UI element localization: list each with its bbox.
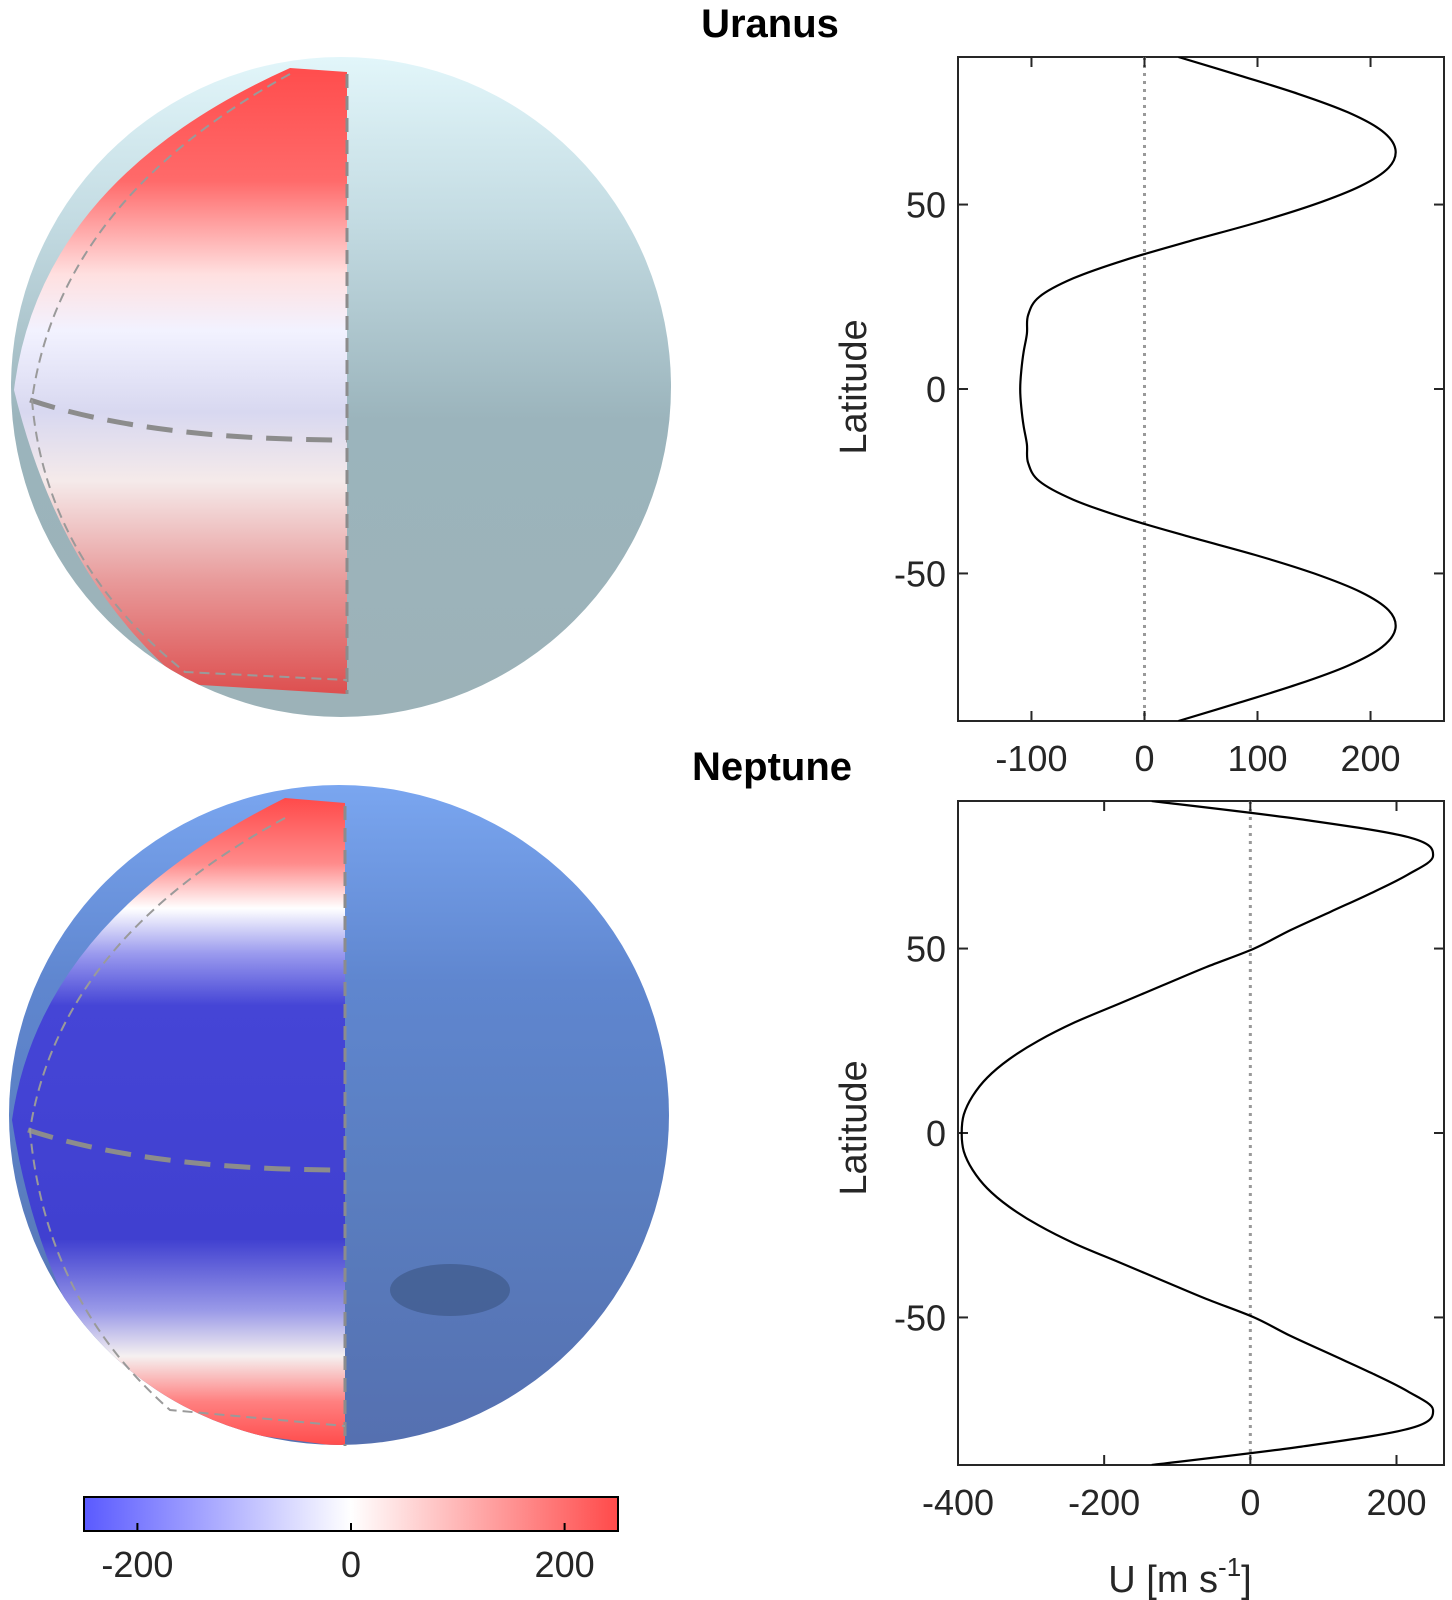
colorbar-tick-label: 200	[535, 1544, 595, 1585]
neptune-wind-profile-line	[960, 801, 1435, 1465]
neptune-inner-dashed	[28, 817, 346, 1427]
neptune-wind-plot: -400 -200 0 200 -50 0 50	[894, 800, 1445, 1523]
neptune-xtick-label: -400	[922, 1482, 994, 1523]
neptune-dark-spot	[390, 1264, 510, 1316]
xlabel-superscript: -1	[1218, 1552, 1241, 1582]
colorbar-tick-label: 0	[341, 1544, 361, 1585]
uranus-ytick-label: 50	[906, 185, 946, 226]
neptune-title: Neptune	[692, 745, 852, 789]
neptune-wind-cutaway	[12, 798, 345, 1445]
xlabel-main: U [m s	[1108, 1559, 1218, 1600]
uranus-wind-cutaway	[14, 68, 347, 694]
colorbar: -200 0 200	[83, 1496, 619, 1585]
uranus-title: Uranus	[701, 2, 839, 46]
uranus-wind-plot: -100 0 100 200 -50 0 50	[894, 56, 1445, 779]
uranus-xtick-label: 0	[1134, 738, 1154, 779]
uranus-ytick-label: 0	[926, 369, 946, 410]
xlabel-end: ]	[1241, 1559, 1252, 1600]
uranus-wind-profile-line	[1019, 57, 1397, 721]
colorbar-tick-label: -200	[101, 1544, 173, 1585]
uranus-inner-dashed	[30, 73, 348, 681]
uranus-globe	[11, 57, 671, 717]
neptune-ytick-label: 50	[906, 929, 946, 970]
neptune-xtick-label: 0	[1240, 1482, 1260, 1523]
neptune-ylabel: Latitude	[833, 1060, 875, 1195]
neptune-axes-box	[957, 800, 1445, 1466]
neptune-xtick-label: -200	[1068, 1482, 1140, 1523]
neptune-xtick-label: 200	[1366, 1482, 1426, 1523]
neptune-xlabel: U [m s-1]	[1108, 1552, 1251, 1600]
neptune-ytick-label: 0	[926, 1113, 946, 1154]
uranus-equator-dashed	[29, 397, 348, 443]
neptune-equator-dashed	[27, 1127, 346, 1173]
uranus-ytick-label: -50	[894, 553, 946, 594]
uranus-xtick-label: 100	[1227, 738, 1287, 779]
uranus-axes-box	[957, 56, 1445, 722]
neptune-ytick-label: -50	[894, 1297, 946, 1338]
neptune-globe	[9, 785, 669, 1446]
uranus-xtick-label: 200	[1340, 738, 1400, 779]
uranus-ylabel: Latitude	[833, 319, 875, 454]
uranus-xtick-label: -100	[995, 738, 1067, 779]
